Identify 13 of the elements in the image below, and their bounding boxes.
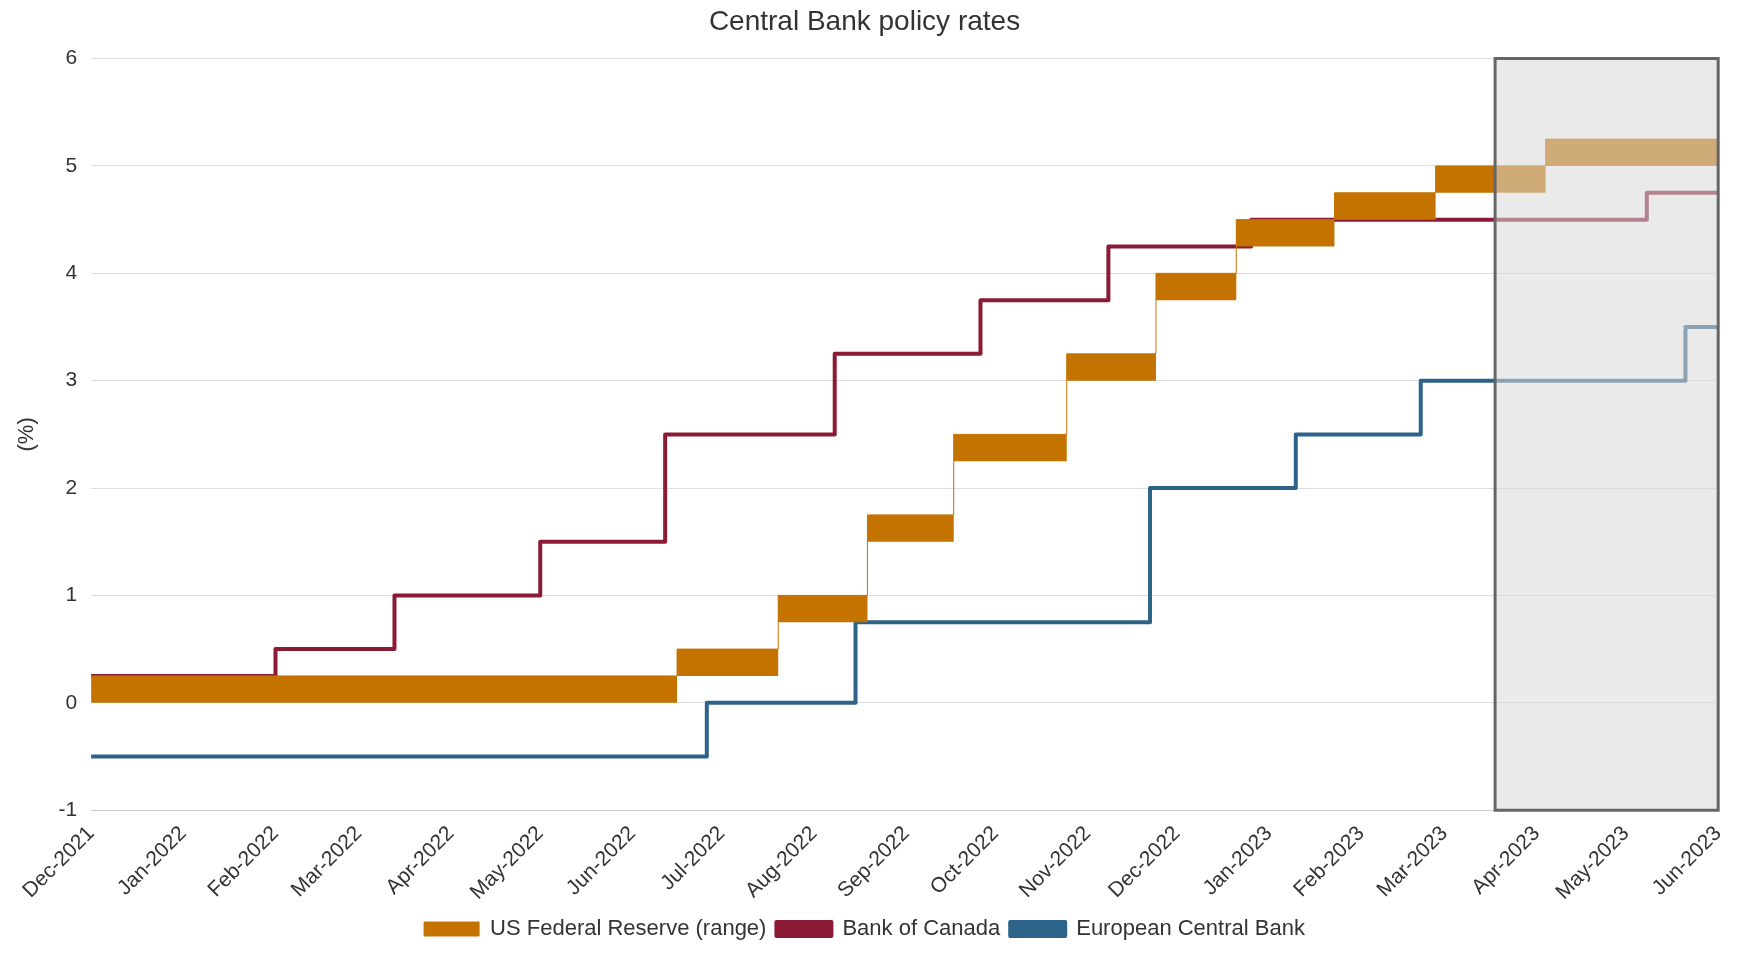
y-tick-label: -1 [58,796,78,820]
y-tick-label: 1 [65,582,78,606]
y-tick-label: 3 [65,367,78,391]
y-tick-label: 4 [65,260,78,284]
legend-label: US Federal Reserve (range) [490,915,767,941]
y-tick-label: 0 [65,689,78,713]
chart-title: Central Bank policy rates [708,4,1021,36]
y-tick-label: 6 [65,45,78,69]
legend-label: Bank of Canada [842,915,1001,941]
y-axis-title: (%) [13,417,39,452]
y-tick-label: 5 [65,152,78,176]
legend-label: European Central Bank [1076,915,1306,941]
y-tick-label: 2 [65,474,78,498]
